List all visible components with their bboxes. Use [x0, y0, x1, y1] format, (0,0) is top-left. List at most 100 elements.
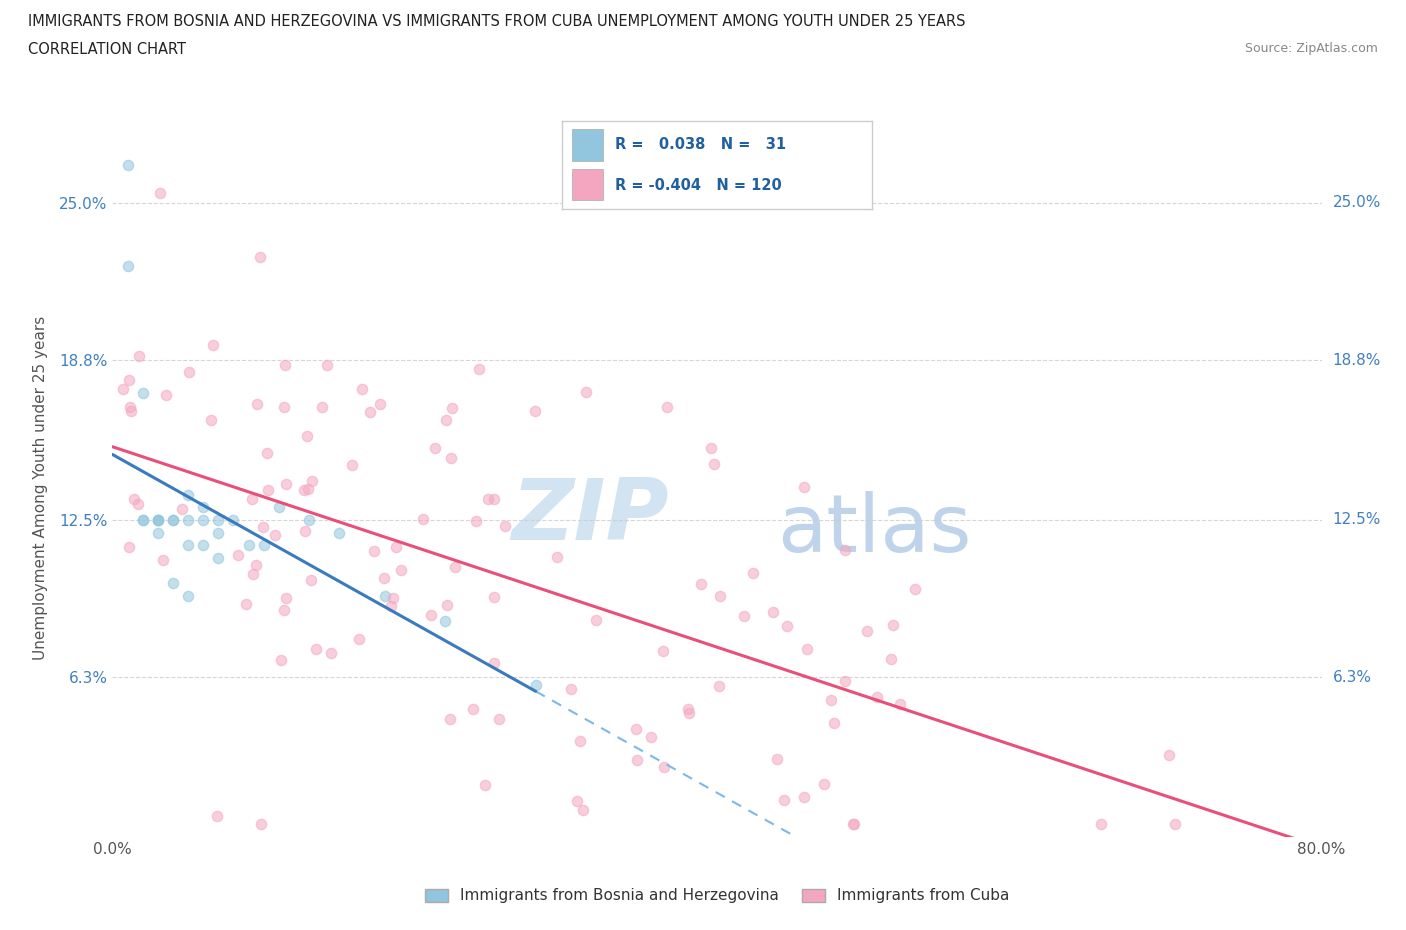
Point [132, 512, 155, 527]
Point [436, 598, 458, 613]
Point [568, 734, 591, 749]
Point [374, 589, 396, 604]
Point [117, 157, 139, 172]
Point [294, 524, 316, 538]
Point [652, 759, 675, 774]
Point [703, 457, 725, 472]
Point [162, 576, 184, 591]
Point [494, 519, 516, 534]
Text: R =   0.038   N =   31: R = 0.038 N = 31 [614, 138, 786, 153]
Point [177, 512, 200, 527]
Point [766, 752, 789, 767]
Point [440, 400, 463, 415]
Point [295, 429, 318, 444]
Point [301, 473, 323, 488]
Point [267, 499, 290, 514]
Point [439, 712, 461, 727]
Point [793, 790, 815, 804]
Point [762, 604, 785, 619]
Text: 12.5%: 12.5% [1333, 512, 1381, 527]
Text: ZIP: ZIP [510, 474, 669, 558]
Point [772, 792, 794, 807]
Point [482, 656, 505, 671]
Point [572, 803, 595, 817]
Point [349, 631, 371, 646]
Point [793, 479, 815, 494]
Point [560, 682, 582, 697]
Point [796, 641, 818, 656]
Point [179, 364, 201, 379]
Point [823, 716, 845, 731]
Point [575, 385, 598, 400]
Point [120, 404, 142, 418]
Point [440, 450, 463, 465]
Point [200, 413, 222, 428]
Point [191, 512, 214, 527]
Point [461, 702, 484, 717]
Point [709, 589, 731, 604]
Point [373, 571, 395, 586]
Point [423, 441, 446, 456]
Point [1159, 748, 1181, 763]
Point [273, 603, 295, 618]
Point [368, 396, 391, 411]
Point [565, 793, 588, 808]
Point [297, 481, 319, 496]
Point [127, 497, 149, 512]
Point [676, 701, 699, 716]
Point [468, 362, 491, 377]
Point [482, 491, 505, 506]
Text: 6.3%: 6.3% [1333, 670, 1372, 684]
Point [132, 512, 155, 527]
Point [626, 722, 648, 737]
Point [177, 589, 200, 604]
Point [264, 527, 287, 542]
Point [359, 405, 381, 419]
Point [152, 552, 174, 567]
Point [1164, 817, 1187, 831]
Point [834, 542, 856, 557]
Point [252, 520, 274, 535]
Point [904, 581, 927, 596]
Point [733, 609, 755, 624]
Point [690, 577, 713, 591]
Point [640, 729, 662, 744]
Point [477, 492, 499, 507]
Point [146, 512, 169, 527]
Point [882, 618, 904, 632]
Point [328, 525, 350, 540]
Point [132, 386, 155, 401]
Point [434, 413, 457, 428]
Point [146, 525, 169, 540]
Point [311, 400, 333, 415]
Point [207, 551, 229, 565]
Point [207, 525, 229, 540]
Point [842, 817, 865, 831]
Point [523, 404, 546, 418]
Point [242, 567, 264, 582]
Point [657, 400, 679, 415]
Point [177, 487, 200, 502]
Point [238, 538, 260, 552]
Point [207, 512, 229, 527]
Point [128, 349, 150, 364]
Point [834, 673, 856, 688]
Point [246, 397, 269, 412]
Point [305, 642, 328, 657]
Point [465, 514, 488, 529]
Point [352, 381, 374, 396]
Point [384, 539, 406, 554]
Point [274, 591, 297, 605]
Text: atlas: atlas [778, 491, 972, 569]
Point [546, 549, 568, 564]
Text: R = -0.404   N = 120: R = -0.404 N = 120 [614, 178, 782, 193]
Point [482, 590, 505, 604]
Point [820, 693, 842, 708]
Point [488, 711, 510, 726]
Point [380, 599, 402, 614]
Point [191, 499, 214, 514]
Point [340, 458, 363, 472]
Point [112, 381, 135, 396]
Point [118, 372, 141, 387]
Point [256, 483, 278, 498]
